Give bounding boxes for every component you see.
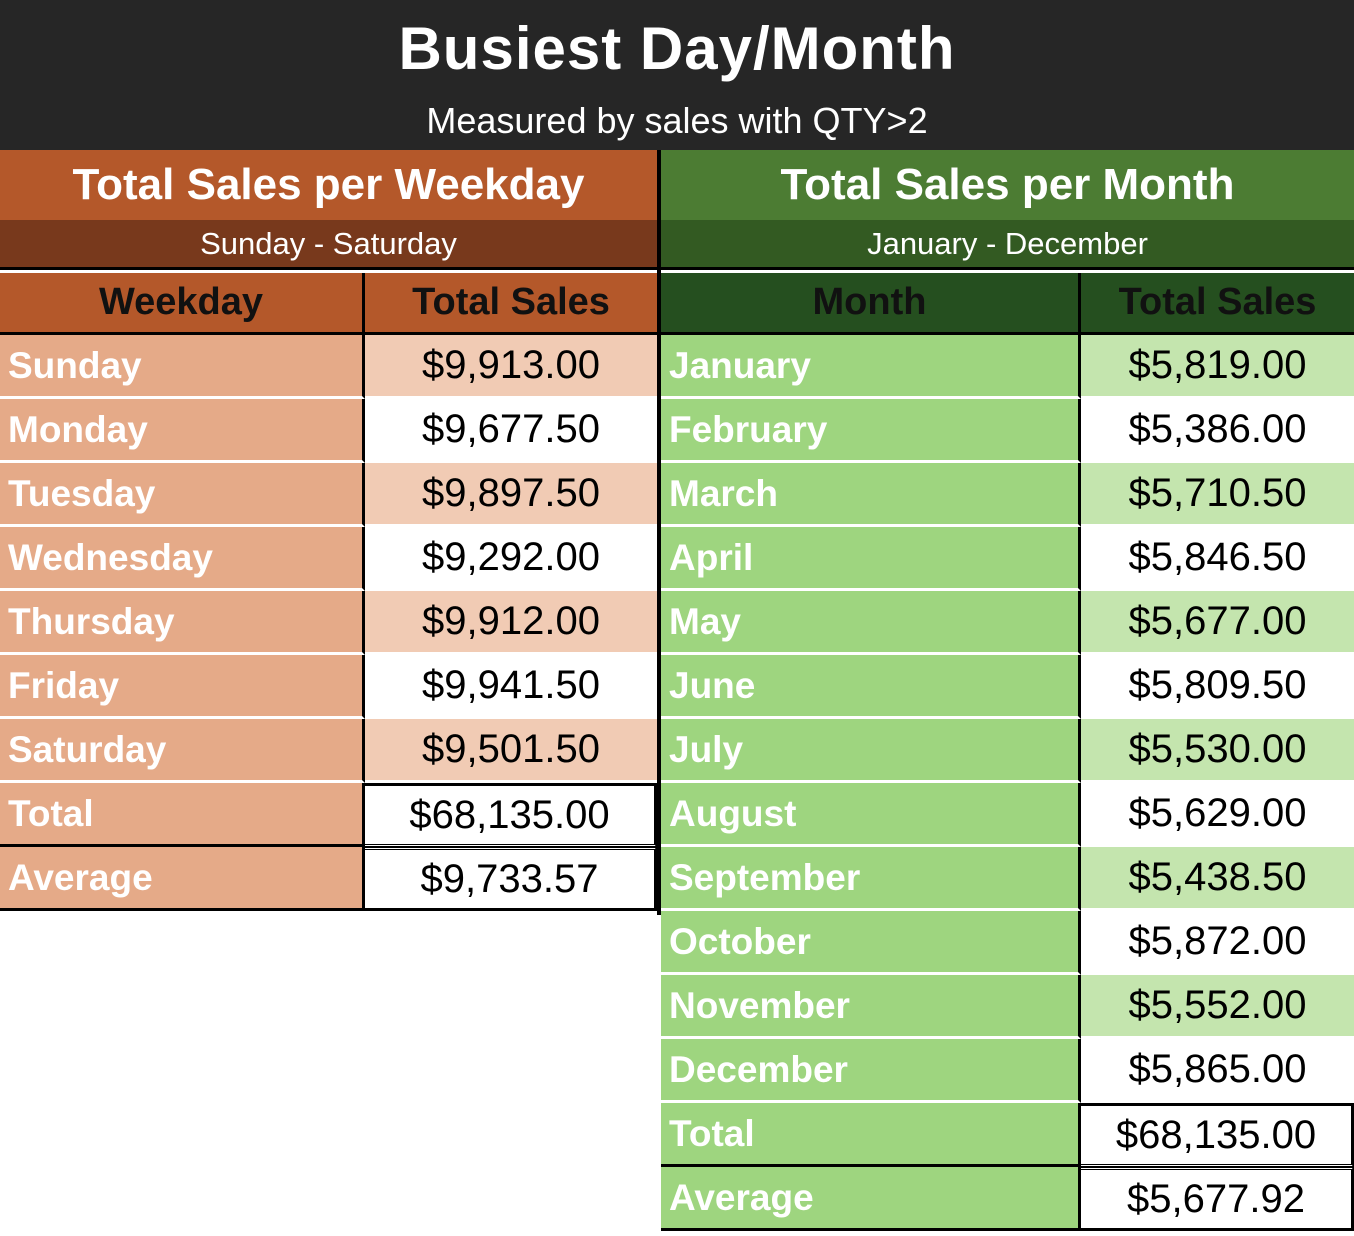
table-row: Friday $9,941.50 xyxy=(0,655,657,719)
row-value: $5,629.00 xyxy=(1081,783,1354,847)
page-subtitle: Measured by sales with QTY>2 xyxy=(426,100,928,141)
row-value: $5,530.00 xyxy=(1081,719,1354,783)
page-title: Busiest Day/Month xyxy=(398,15,956,82)
table-row: Thursday $9,912.00 xyxy=(0,591,657,655)
month-table-subtitle: January - December xyxy=(661,220,1354,270)
row-label: February xyxy=(661,399,1081,463)
row-value: $5,438.50 xyxy=(1081,847,1354,911)
row-label: Saturday xyxy=(0,719,365,783)
row-label: Wednesday xyxy=(0,527,365,591)
row-value: $9,677.50 xyxy=(365,399,657,463)
row-value: $9,913.00 xyxy=(365,335,657,399)
row-value: $5,865.00 xyxy=(1081,1039,1354,1103)
row-value: $5,819.00 xyxy=(1081,335,1354,399)
row-label: July xyxy=(661,719,1081,783)
row-label: March xyxy=(661,463,1081,527)
table-row: April $5,846.50 xyxy=(661,527,1354,591)
row-value: $9,941.50 xyxy=(365,655,657,719)
total-row: Total $68,135.00 xyxy=(0,783,657,847)
row-value: $5,552.00 xyxy=(1081,975,1354,1039)
row-label: September xyxy=(661,847,1081,911)
table-row: October $5,872.00 xyxy=(661,911,1354,975)
total-value: $68,135.00 xyxy=(1081,1103,1354,1167)
row-label: May xyxy=(661,591,1081,655)
row-value: $9,501.50 xyxy=(365,719,657,783)
table-row: December $5,865.00 xyxy=(661,1039,1354,1103)
row-value: $5,872.00 xyxy=(1081,911,1354,975)
row-value: $5,846.50 xyxy=(1081,527,1354,591)
average-value: $9,733.57 xyxy=(365,847,657,911)
row-value: $9,912.00 xyxy=(365,591,657,655)
average-row: Average $9,733.57 xyxy=(0,847,657,911)
table-row: May $5,677.00 xyxy=(661,591,1354,655)
table-row: Monday $9,677.50 xyxy=(0,399,657,463)
row-label: Monday xyxy=(0,399,365,463)
row-label: Friday xyxy=(0,655,365,719)
table-row: February $5,386.00 xyxy=(661,399,1354,463)
row-label: October xyxy=(661,911,1081,975)
report-header: Busiest Day/Month Measured by sales with… xyxy=(0,0,1354,150)
row-label: December xyxy=(661,1039,1081,1103)
table-row: Tuesday $9,897.50 xyxy=(0,463,657,527)
table-row: June $5,809.50 xyxy=(661,655,1354,719)
average-label: Average xyxy=(0,847,365,911)
table-row: August $5,629.00 xyxy=(661,783,1354,847)
table-row: March $5,710.50 xyxy=(661,463,1354,527)
month-table-title: Total Sales per Month xyxy=(661,150,1354,220)
row-value: $9,897.50 xyxy=(365,463,657,527)
total-label: Total xyxy=(661,1103,1081,1167)
month-column-header: Month xyxy=(661,273,1081,335)
weekday-table-subtitle: Sunday - Saturday xyxy=(0,220,657,270)
row-label: January xyxy=(661,335,1081,399)
table-row: July $5,530.00 xyxy=(661,719,1354,783)
average-row: Average $5,677.92 xyxy=(661,1167,1354,1231)
weekday-total-sales-column-header: Total Sales xyxy=(365,273,657,335)
total-value: $68,135.00 xyxy=(365,783,657,847)
row-label: Sunday xyxy=(0,335,365,399)
table-row: January $5,819.00 xyxy=(661,335,1354,399)
row-label: November xyxy=(661,975,1081,1039)
table-row: Sunday $9,913.00 xyxy=(0,335,657,399)
row-value: $5,809.50 xyxy=(1081,655,1354,719)
row-label: June xyxy=(661,655,1081,719)
table-row: November $5,552.00 xyxy=(661,975,1354,1039)
average-value: $5,677.92 xyxy=(1081,1167,1354,1231)
row-label: Tuesday xyxy=(0,463,365,527)
row-value: $5,386.00 xyxy=(1081,399,1354,463)
total-label: Total xyxy=(0,783,365,847)
table-row: Saturday $9,501.50 xyxy=(0,719,657,783)
row-label: August xyxy=(661,783,1081,847)
row-label: April xyxy=(661,527,1081,591)
table-row: September $5,438.50 xyxy=(661,847,1354,911)
row-value: $9,292.00 xyxy=(365,527,657,591)
row-label: Thursday xyxy=(0,591,365,655)
month-sales-panel: Total Sales per Month January - December… xyxy=(661,150,1354,1236)
average-label: Average xyxy=(661,1167,1081,1231)
row-value: $5,677.00 xyxy=(1081,591,1354,655)
weekday-column-header: Weekday xyxy=(0,273,365,335)
row-value: $5,710.50 xyxy=(1081,463,1354,527)
total-row: Total $68,135.00 xyxy=(661,1103,1354,1167)
table-row: Wednesday $9,292.00 xyxy=(0,527,657,591)
weekday-sales-panel: Total Sales per Weekday Sunday - Saturda… xyxy=(0,150,661,915)
month-total-sales-column-header: Total Sales xyxy=(1081,273,1354,335)
weekday-table-title: Total Sales per Weekday xyxy=(0,150,657,220)
panel-divider xyxy=(657,150,661,915)
